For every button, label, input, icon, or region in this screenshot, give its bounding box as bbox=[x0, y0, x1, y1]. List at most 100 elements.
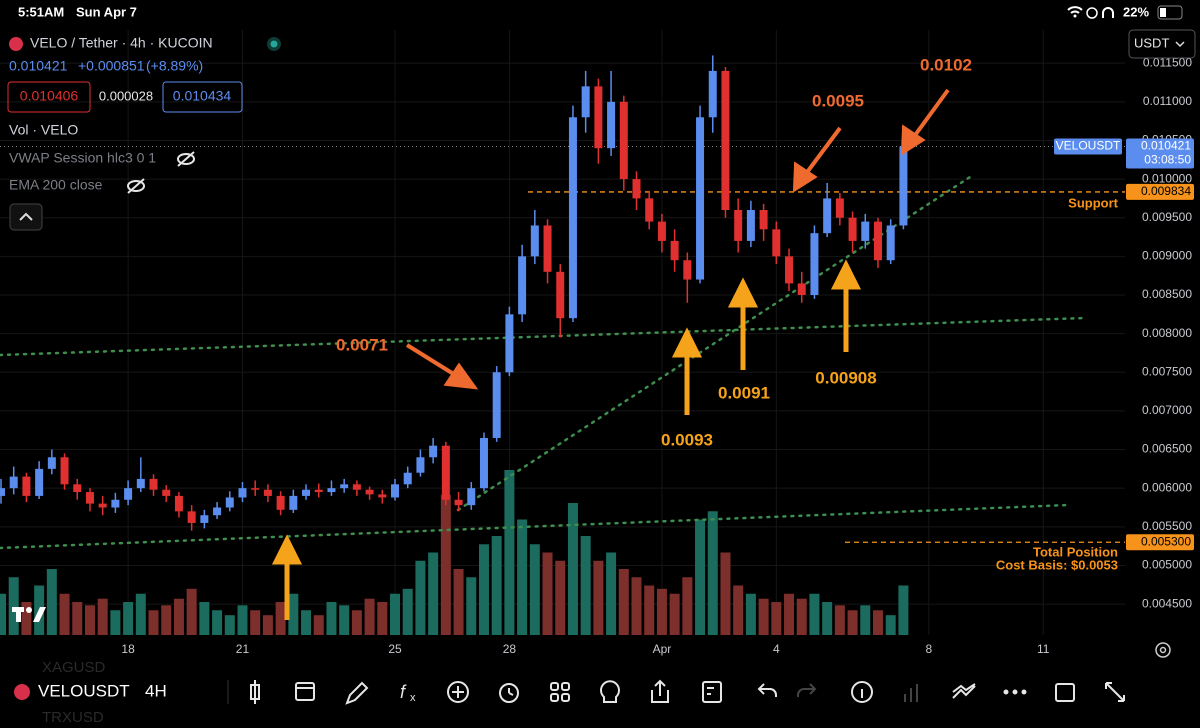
volume-bar bbox=[758, 598, 769, 635]
collapse-button[interactable] bbox=[9, 203, 43, 231]
candle-body bbox=[225, 497, 234, 508]
settings-icon[interactable] bbox=[1155, 642, 1171, 658]
bid-box[interactable] bbox=[7, 81, 91, 113]
volume-bar bbox=[847, 610, 858, 635]
price-line-text: Support bbox=[1068, 195, 1118, 210]
trendline bbox=[456, 175, 972, 512]
y-tick-label: 0.011500 bbox=[1143, 55, 1192, 69]
symbol-title: VELO / Tether · 4h · KUCOIN bbox=[30, 35, 213, 51]
volume-bar bbox=[84, 605, 95, 635]
candle-body bbox=[263, 489, 272, 496]
volume-bar bbox=[351, 610, 362, 635]
candle-body bbox=[0, 488, 5, 496]
volume-bar bbox=[186, 588, 197, 635]
dropdown-icon bbox=[1175, 41, 1185, 48]
price-badge-label: 0.005300 bbox=[1141, 534, 1191, 548]
volume-bar bbox=[504, 470, 515, 635]
volume-bar bbox=[237, 605, 248, 635]
volume-bar bbox=[428, 552, 439, 635]
volume-bar bbox=[135, 593, 146, 635]
y-tick-label: 0.011000 bbox=[1143, 94, 1192, 108]
candle-body bbox=[9, 476, 18, 489]
y-tick-label: 0.006000 bbox=[1142, 480, 1192, 494]
volume-bar bbox=[339, 605, 350, 635]
volume-bar bbox=[466, 577, 477, 635]
arrows bbox=[271, 88, 950, 620]
candle-body bbox=[683, 260, 692, 280]
indicator: VWAP Session hlc3 0 1 bbox=[9, 150, 156, 166]
y-tick-label: 0.010000 bbox=[1142, 171, 1192, 185]
hide-icon[interactable] bbox=[177, 151, 195, 167]
volume-bar bbox=[173, 598, 184, 635]
x-tick-label: 25 bbox=[388, 642, 402, 656]
candle-body bbox=[174, 495, 183, 512]
candle-body bbox=[47, 457, 56, 469]
volume-bar bbox=[199, 602, 210, 635]
candle-body bbox=[441, 445, 450, 500]
x-tick-label: 21 bbox=[236, 642, 250, 656]
market-status-dot bbox=[270, 40, 278, 48]
clock: 5:51AM bbox=[18, 4, 64, 19]
x-tick-label: Apr bbox=[653, 642, 672, 656]
candle-body bbox=[823, 198, 832, 234]
volume-bar bbox=[809, 593, 820, 635]
candle-body bbox=[670, 240, 679, 261]
symbol-badge bbox=[1054, 138, 1122, 155]
volume-bar bbox=[695, 519, 706, 635]
volume-bar bbox=[440, 494, 451, 635]
candle-body bbox=[848, 217, 857, 241]
currency-select[interactable] bbox=[1128, 29, 1196, 59]
y-tick-label: 0.008500 bbox=[1142, 287, 1192, 301]
candle-body bbox=[835, 198, 844, 218]
candle-body bbox=[568, 117, 577, 319]
candle-body bbox=[492, 372, 501, 438]
volume-bar bbox=[364, 598, 375, 635]
volume-bar bbox=[301, 610, 312, 635]
x-tick-label: 8 bbox=[925, 642, 932, 656]
candle-body bbox=[505, 314, 514, 373]
trendlines bbox=[0, 175, 1087, 550]
volume-bar bbox=[517, 519, 528, 635]
candle-body bbox=[721, 70, 730, 210]
candle-body bbox=[899, 146, 908, 226]
volume-bar bbox=[656, 588, 667, 635]
volume-bar bbox=[644, 585, 655, 635]
candle-body bbox=[35, 468, 44, 496]
change-pct: (+8.89%) bbox=[146, 58, 203, 74]
candle-body bbox=[302, 489, 311, 496]
candle-body bbox=[746, 210, 755, 241]
volume-bar bbox=[669, 593, 680, 635]
volume-bar bbox=[898, 585, 909, 635]
candle-body bbox=[454, 499, 463, 506]
price-line-text: Total Position bbox=[1033, 545, 1118, 560]
candle-body bbox=[251, 488, 260, 490]
candle-body bbox=[352, 484, 361, 490]
toolbar-interval[interactable]: 4H bbox=[145, 681, 167, 700]
toolbar-symbol[interactable]: VELOUSDT bbox=[38, 681, 130, 700]
volume-bar bbox=[567, 503, 578, 635]
ghost-symbol: XAGUSD bbox=[42, 659, 106, 676]
last-price-label: 0.010421 bbox=[1141, 139, 1191, 153]
symbol-badge-label: VELOUSDT bbox=[1056, 139, 1121, 153]
annotation: 0.0071 bbox=[336, 335, 388, 354]
volume-bar bbox=[822, 602, 833, 635]
y-tick-label: 0.005000 bbox=[1142, 558, 1192, 572]
volume-bar bbox=[745, 593, 756, 635]
annotation: 0.0093 bbox=[661, 430, 713, 449]
x-tick-label: 18 bbox=[121, 642, 135, 656]
volume-bar bbox=[390, 593, 401, 635]
volume-bar bbox=[46, 569, 57, 635]
price-axis: 0.004500 0.005000 0.005500 0.006000 0.006500… bbox=[121, 55, 1194, 656]
trendline bbox=[0, 503, 1070, 550]
annotation: 0.0095 bbox=[812, 91, 864, 110]
price-badge-label: 0.009834 bbox=[1141, 184, 1191, 198]
candles bbox=[0, 55, 908, 531]
ask-box[interactable] bbox=[162, 81, 243, 113]
status-icons bbox=[1067, 5, 1183, 20]
hide-icon[interactable] bbox=[127, 178, 145, 194]
y-tick-label: 0.005500 bbox=[1142, 519, 1192, 533]
volume-bar bbox=[21, 602, 32, 635]
date: Sun Apr 7 bbox=[76, 4, 137, 19]
